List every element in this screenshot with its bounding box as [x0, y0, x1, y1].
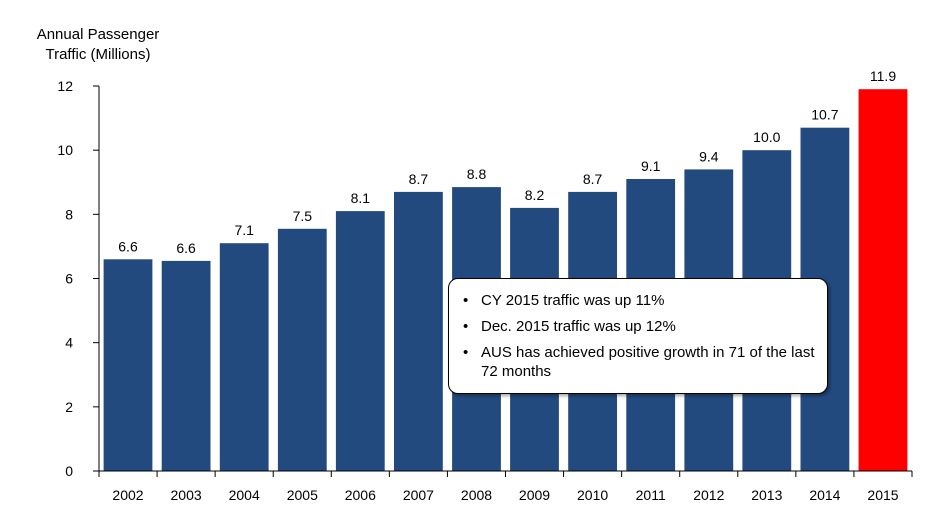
data-label-2003: 6.6	[176, 240, 196, 256]
note-text: CY 2015 traffic was up 11%	[481, 292, 665, 309]
x-tick-label: 2006	[345, 487, 376, 503]
x-tick-label: 2012	[693, 487, 724, 503]
data-label-2008: 8.8	[467, 166, 487, 182]
y-axis-title-line-2: Traffic (Millions)	[45, 46, 150, 63]
note-item: • CY 2015 traffic was up 11%	[463, 291, 815, 310]
data-labels-group: 6.6 6.6 7.1 7.5 8.1 8.7 8.8 8.2 8.7 9.1 9.4 10.0 10.…	[118, 68, 896, 256]
y-tick-label: 4	[65, 335, 73, 351]
data-label-2012: 9.4	[699, 148, 719, 164]
data-label-2006: 8.1	[351, 190, 371, 206]
x-tick-label: 2015	[867, 487, 898, 503]
data-label-2009: 8.2	[525, 187, 545, 203]
x-tick-label: 2011	[636, 487, 666, 503]
x-tick-label: 2009	[519, 487, 550, 503]
x-tick-label: 2004	[229, 487, 260, 503]
data-label-2014: 10.7	[811, 107, 838, 123]
note-text: Dec. 2015 traffic was up 12%	[481, 318, 676, 335]
data-label-2013: 10.0	[753, 129, 780, 145]
x-tick-label: 2010	[577, 487, 608, 503]
data-label-2011: 9.1	[641, 158, 661, 174]
note-item: • Dec. 2015 traffic was up 12%	[463, 317, 815, 336]
note-text: AUS has achieved positive growth in 71 o…	[481, 344, 815, 380]
note-item: • AUS has achieved positive growth in 71…	[463, 343, 815, 381]
bullet-icon: •	[463, 292, 469, 309]
y-tick-label: 0	[65, 463, 73, 479]
data-label-2015: 11.9	[870, 68, 896, 84]
bar-2002	[103, 259, 153, 472]
y-tick-label: 10	[57, 142, 73, 158]
bar-2015	[858, 89, 908, 471]
x-tick-label: 2013	[751, 487, 782, 503]
data-label-2005: 7.5	[293, 208, 313, 224]
data-label-2007: 8.7	[409, 171, 429, 187]
y-tick-label: 12	[57, 78, 73, 94]
bar-2005	[277, 228, 327, 471]
bar-2003	[161, 260, 211, 471]
x-tick-label: 2014	[809, 487, 840, 503]
y-axis: 0 2 4 6 8 10 12	[57, 78, 100, 479]
data-label-2010: 8.7	[583, 171, 603, 187]
data-label-2004: 7.1	[234, 222, 254, 238]
bar-2007	[394, 191, 443, 471]
annotation-box: • CY 2015 traffic was up 11% • Dec. 2015…	[448, 278, 828, 394]
y-axis-title: Annual Passenger Traffic (Millions)	[37, 26, 160, 63]
y-tick-label: 8	[65, 206, 73, 222]
bullet-icon: •	[463, 318, 469, 335]
bar-2006	[335, 211, 385, 471]
data-label-2002: 6.6	[118, 238, 138, 254]
bar-2004	[219, 243, 269, 471]
x-tick-label: 2003	[171, 487, 202, 503]
bullet-icon: •	[463, 344, 469, 361]
y-tick-label: 6	[65, 271, 73, 287]
x-tick-label: 2005	[287, 487, 318, 503]
x-tick-label: 2008	[461, 487, 492, 503]
x-tick-label: 2007	[403, 487, 434, 503]
x-tick-label: 2002	[112, 487, 143, 503]
y-axis-title-line-1: Annual Passenger	[37, 26, 160, 43]
x-axis: 2002 2003 2004 2005 2006 2007 2008 2009 2010 2011…	[98, 470, 913, 503]
y-tick-label: 2	[65, 399, 73, 415]
